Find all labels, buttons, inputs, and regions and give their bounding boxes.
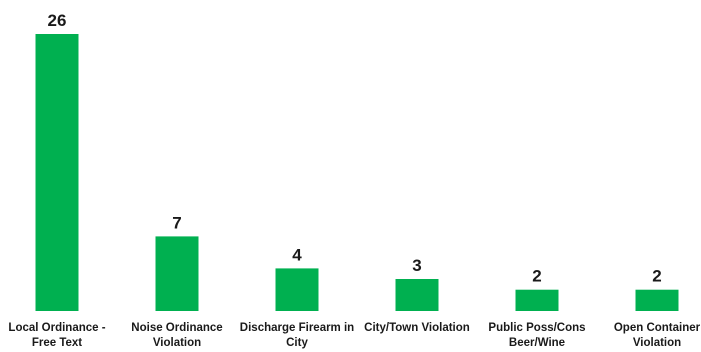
bar-1 — [155, 236, 199, 311]
bars-group — [35, 34, 679, 311]
bar-0 — [35, 34, 79, 311]
category-label-4: Public Poss/Cons Beer/Wine — [488, 322, 585, 349]
data-label-0: 26 — [48, 11, 67, 30]
category-label-2: Discharge Firearm in City — [240, 322, 354, 349]
data-label-3: 3 — [412, 256, 421, 275]
category-label-2-line-0: Discharge Firearm in — [240, 322, 354, 334]
bar-5 — [635, 289, 679, 311]
category-label-0: Local Ordinance - Free Text — [8, 322, 105, 349]
category-label-2-line-1: City — [286, 337, 308, 349]
bar-3 — [395, 279, 439, 311]
data-label-1: 7 — [172, 213, 181, 232]
category-labels-group: Local Ordinance - Free Text Noise Ordinanc… — [8, 322, 700, 349]
category-label-0-line-1: Free Text — [32, 337, 82, 349]
category-label-5-line-0: Open Container — [614, 322, 701, 334]
category-label-3-line-0: City/Town Violation — [364, 322, 470, 334]
bar-4 — [515, 289, 559, 311]
category-label-5-line-1: Violation — [633, 337, 681, 349]
bar-2 — [275, 268, 319, 311]
category-label-4-line-1: Beer/Wine — [509, 337, 565, 349]
data-label-2: 4 — [292, 245, 302, 264]
category-label-0-line-0: Local Ordinance - — [8, 322, 105, 334]
value-labels-group: 26 7 4 3 2 2 — [48, 11, 662, 286]
category-label-4-line-0: Public Poss/Cons — [488, 322, 585, 334]
category-label-1-line-1: Violation — [153, 337, 201, 349]
data-label-4: 2 — [532, 267, 541, 286]
category-label-1-line-0: Noise Ordinance — [131, 322, 222, 334]
category-label-5: Open Container Violation — [614, 322, 701, 349]
category-label-1: Noise Ordinance Violation — [131, 322, 222, 349]
category-label-3: City/Town Violation — [364, 322, 470, 334]
data-label-5: 2 — [652, 267, 661, 286]
